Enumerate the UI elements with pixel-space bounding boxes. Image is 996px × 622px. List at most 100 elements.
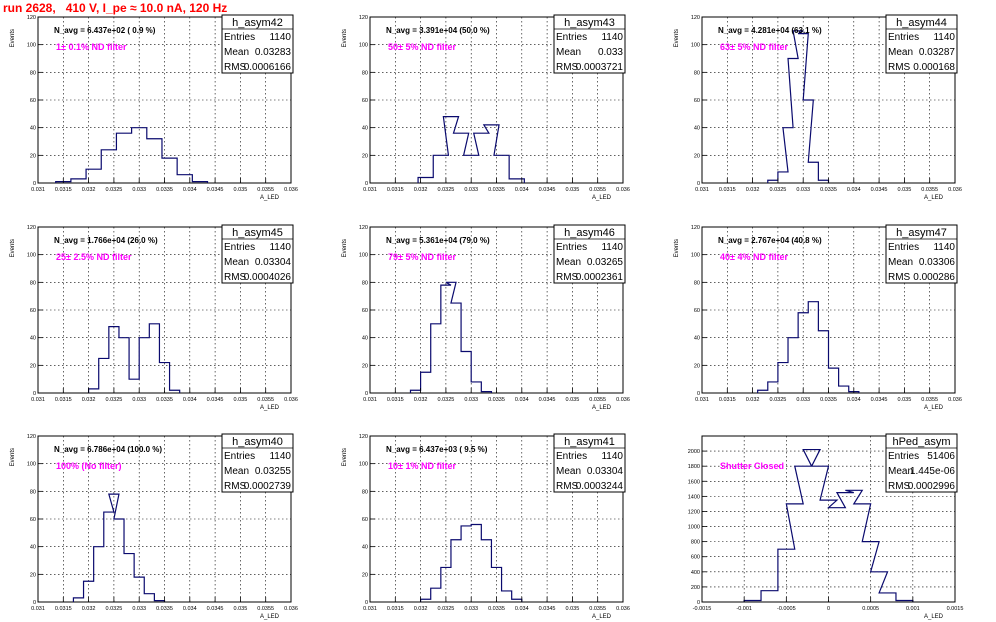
stat-value: 0.03304	[587, 466, 624, 477]
x-tick-label: 0.033	[132, 606, 146, 612]
y-tick-label: 60	[694, 308, 700, 314]
y-tick-label: 60	[30, 517, 36, 523]
histogram-panel-h_asym41: 0.031 0.0315 0.032 0.0325 0.033 0.0335 0.034 0.…	[342, 433, 630, 620]
x-tick-label: 0	[827, 606, 830, 612]
y-axis-label: Events	[342, 29, 348, 47]
filter-note: 63± 5% ND filter	[720, 42, 788, 52]
y-tick-label: 80	[30, 280, 36, 286]
x-tick-label: 0.035	[234, 397, 248, 403]
histogram-panel-h_asym40: 0.031 0.0315 0.032 0.0325 0.033 0.0335 0.034 0.…	[10, 433, 298, 620]
x-tick-label: 0.0355	[589, 187, 606, 193]
x-tick-label: 0.033	[464, 606, 478, 612]
x-tick-label: 0.0325	[105, 187, 122, 193]
navg-label: N_avg = 6.437e+03 ( 9.5 %)	[386, 445, 488, 454]
y-tick-label: 80	[30, 489, 36, 495]
stat-value: 0.03255	[255, 466, 292, 477]
histogram-line	[767, 30, 830, 183]
navg-label: N_avg = 5.361e+04 (79.0 %)	[386, 236, 490, 245]
y-axis-label: Events	[342, 448, 348, 466]
y-tick-label: 20	[30, 572, 36, 578]
stat-label: Mean	[224, 257, 249, 268]
stat-value: 1.445e-06	[910, 466, 955, 477]
y-tick-label: 120	[359, 434, 368, 440]
y-tick-label: 20	[362, 153, 368, 159]
x-tick-label: 0.033	[796, 397, 810, 403]
x-axis-label: A_LED	[924, 405, 944, 411]
y-tick-label: 0	[33, 391, 36, 397]
x-tick-label: 0.0335	[488, 397, 505, 403]
y-tick-label: 40	[694, 126, 700, 132]
x-tick-label: 0.033	[132, 187, 146, 193]
stat-value: 0.03287	[919, 47, 956, 58]
stats-box	[221, 433, 294, 493]
stats-box	[553, 14, 626, 74]
histogram-line	[420, 523, 523, 602]
y-tick-label: 1000	[688, 525, 700, 531]
x-tick-label: 0.032	[414, 397, 428, 403]
x-tick-label: 0.0345	[207, 187, 224, 193]
y-tick-label: 20	[694, 363, 700, 369]
stat-value: 51406	[927, 451, 955, 462]
x-tick-label: 0.032	[82, 187, 96, 193]
histogram-name: h_asym44	[896, 17, 947, 29]
histogram-panel-h_asym42: 0.031 0.0315 0.032 0.0325 0.033 0.0335 0.034 0.…	[10, 14, 298, 201]
y-tick-label: 1600	[688, 479, 700, 485]
y-tick-label: 1800	[688, 464, 700, 470]
y-tick-label: 20	[362, 572, 368, 578]
x-tick-label: 0.0325	[437, 397, 454, 403]
y-tick-label: 100	[27, 253, 36, 259]
stat-value: 1140	[269, 32, 291, 43]
x-tick-label: 0.0345	[207, 397, 224, 403]
x-tick-label: 0.035	[566, 606, 580, 612]
x-tick-label: -0.001	[736, 606, 752, 612]
stat-value: 0.033	[598, 47, 623, 58]
stat-label: RMS	[556, 481, 579, 492]
stat-label: Mean	[888, 257, 913, 268]
y-tick-label: 80	[362, 489, 368, 495]
histogram-name: h_asym47	[896, 227, 947, 239]
histogram-line	[409, 281, 493, 393]
stat-label: RMS	[888, 62, 911, 73]
x-tick-label: 0.034	[847, 187, 861, 193]
y-tick-label: 0	[33, 181, 36, 187]
y-tick-label: 0	[365, 391, 368, 397]
x-tick-label: 0.0355	[257, 187, 274, 193]
filter-note: Shutter Closed	[720, 461, 784, 471]
stats-box	[553, 224, 626, 284]
x-tick-label: 0.0015	[947, 606, 964, 612]
y-axis-label: Events	[674, 29, 680, 47]
x-tick-label: 0.031	[695, 187, 709, 193]
stat-value: 1140	[269, 451, 291, 462]
navg-label: N_avg = 2.767e+04 (40.8 %)	[718, 236, 822, 245]
y-tick-label: 0	[697, 391, 700, 397]
x-tick-label: 0.0335	[156, 187, 173, 193]
y-tick-label: 120	[27, 434, 36, 440]
y-tick-label: 400	[691, 570, 700, 576]
x-tick-label: 0.033	[132, 397, 146, 403]
histogram-name: h_asym46	[564, 227, 615, 239]
x-tick-label: 0.033	[796, 187, 810, 193]
y-tick-label: 1200	[688, 509, 700, 515]
x-tick-label: 0.032	[414, 187, 428, 193]
x-tick-label: 0.032	[82, 606, 96, 612]
y-tick-label: 20	[30, 153, 36, 159]
filter-note: 79± 5% ND filter	[388, 252, 456, 262]
histogram-panel-h_asym45: 0.031 0.0315 0.032 0.0325 0.033 0.0335 0.034 0.…	[10, 224, 298, 411]
x-tick-label: 0.031	[363, 397, 377, 403]
x-axis-label: A_LED	[592, 195, 612, 201]
y-tick-label: 40	[30, 336, 36, 342]
x-tick-label: -0.0015	[693, 606, 712, 612]
x-tick-label: 0.0325	[437, 187, 454, 193]
y-tick-label: 100	[691, 253, 700, 259]
x-tick-label: 0.032	[746, 187, 760, 193]
y-tick-label: 120	[27, 225, 36, 231]
histogram-line	[88, 323, 181, 393]
x-tick-label: 0.0355	[257, 606, 274, 612]
y-tick-label: 2000	[688, 449, 700, 455]
y-axis-label: Events	[10, 29, 16, 47]
stats-box	[885, 224, 958, 284]
x-tick-label: 0.0355	[257, 397, 274, 403]
filter-note: 50± 5% ND filter	[388, 42, 456, 52]
y-tick-label: 0	[365, 181, 368, 187]
